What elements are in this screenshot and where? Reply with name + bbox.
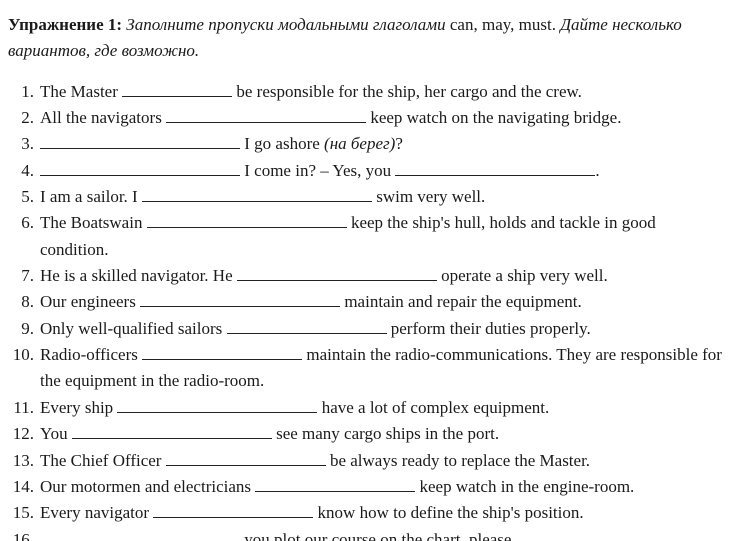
fill-blank[interactable] (40, 159, 240, 176)
list-item: The Boatswain keep the ship's hull, hold… (8, 210, 724, 263)
sentence-text: ? (395, 134, 403, 153)
sentence-text: keep watch in the engine-room. (415, 477, 634, 496)
fill-blank[interactable] (72, 422, 272, 439)
fill-blank[interactable] (227, 317, 387, 334)
list-item: Every navigator know how to define the s… (8, 500, 724, 526)
sentence-text: The Boatswain (40, 213, 147, 232)
list-item: He is a skilled navigator. He operate a … (8, 263, 724, 289)
sentence-text: you plot our course on the chart, please… (240, 530, 516, 541)
sentence-text: operate a ship very well. (437, 266, 608, 285)
fill-blank[interactable] (140, 290, 340, 307)
sentence-text: maintain and repair the equipment. (340, 292, 582, 311)
sentence-text: You (40, 424, 72, 443)
list-item: you plot our course on the chart, please… (8, 527, 724, 541)
sentence-text: be always ready to replace the Master. (326, 451, 590, 470)
sentence-text: Only well-qualified sailors (40, 319, 227, 338)
modal-verbs: can, may, must (450, 15, 552, 34)
fill-blank[interactable] (142, 343, 302, 360)
parenthetical: (на берег) (324, 134, 395, 153)
fill-blank[interactable] (237, 264, 437, 281)
list-item: I come in? – Yes, you . (8, 158, 724, 184)
sentence-text: Every ship (40, 398, 117, 417)
list-item: The Master be responsible for the ship, … (8, 79, 724, 105)
list-item: Only well-qualified sailors perform thei… (8, 316, 724, 342)
list-item: Radio-officers maintain the radio-commun… (8, 342, 724, 395)
list-item: I go ashore (на берег)? (8, 131, 724, 157)
list-item: The Chief Officer be always ready to rep… (8, 448, 724, 474)
sentence-text: All the navigators (40, 108, 166, 127)
sentence-text: The Master (40, 82, 122, 101)
sentence-text: keep watch on the navigating bridge. (366, 108, 621, 127)
sentence-text: I go ashore (240, 134, 324, 153)
fill-blank[interactable] (166, 448, 326, 465)
sentence-text: Our engineers (40, 292, 140, 311)
fill-blank[interactable] (142, 185, 372, 202)
sentence-text: be responsible for the ship, her cargo a… (232, 82, 582, 101)
sentence-text: I am a sailor. I (40, 187, 142, 206)
period: . (552, 15, 561, 34)
instruction-part-a: Заполните пропуски модальными глаголами (126, 15, 450, 34)
fill-blank[interactable] (255, 475, 415, 492)
fill-blank[interactable] (395, 159, 595, 176)
fill-blank[interactable] (117, 396, 317, 413)
list-item: Our engineers maintain and repair the eq… (8, 289, 724, 315)
list-item: I am a sailor. I swim very well. (8, 184, 724, 210)
fill-blank[interactable] (122, 80, 232, 97)
fill-blank[interactable] (166, 106, 366, 123)
sentence-text: He is a skilled navigator. He (40, 266, 237, 285)
fill-blank[interactable] (40, 527, 240, 541)
sentence-text: perform their duties properly. (387, 319, 591, 338)
sentence-text: see many cargo ships in the port. (272, 424, 499, 443)
sentence-text: I come in? – Yes, you (240, 161, 395, 180)
exercise-header: Упражнение 1: Заполните пропуски модальн… (8, 12, 724, 65)
sentence-text: . (595, 161, 599, 180)
sentence-text: swim very well. (372, 187, 485, 206)
exercise-label: Упражнение 1: (8, 15, 122, 34)
sentence-text: Our motormen and electricians (40, 477, 255, 496)
fill-blank[interactable] (147, 211, 347, 228)
fill-blank[interactable] (153, 501, 313, 518)
exercise-list: The Master be responsible for the ship, … (8, 79, 724, 541)
sentence-text: Every navigator (40, 503, 153, 522)
sentence-text: The Chief Officer (40, 451, 166, 470)
fill-blank[interactable] (40, 132, 240, 149)
list-item: Our motormen and electricians keep watch… (8, 474, 724, 500)
sentence-text: Radio-officers (40, 345, 142, 364)
list-item: You see many cargo ships in the port. (8, 421, 724, 447)
list-item: All the navigators keep watch on the nav… (8, 105, 724, 131)
sentence-text: have a lot of complex equipment. (317, 398, 549, 417)
list-item: Every ship have a lot of complex equipme… (8, 395, 724, 421)
sentence-text: know how to define the ship's position. (313, 503, 583, 522)
